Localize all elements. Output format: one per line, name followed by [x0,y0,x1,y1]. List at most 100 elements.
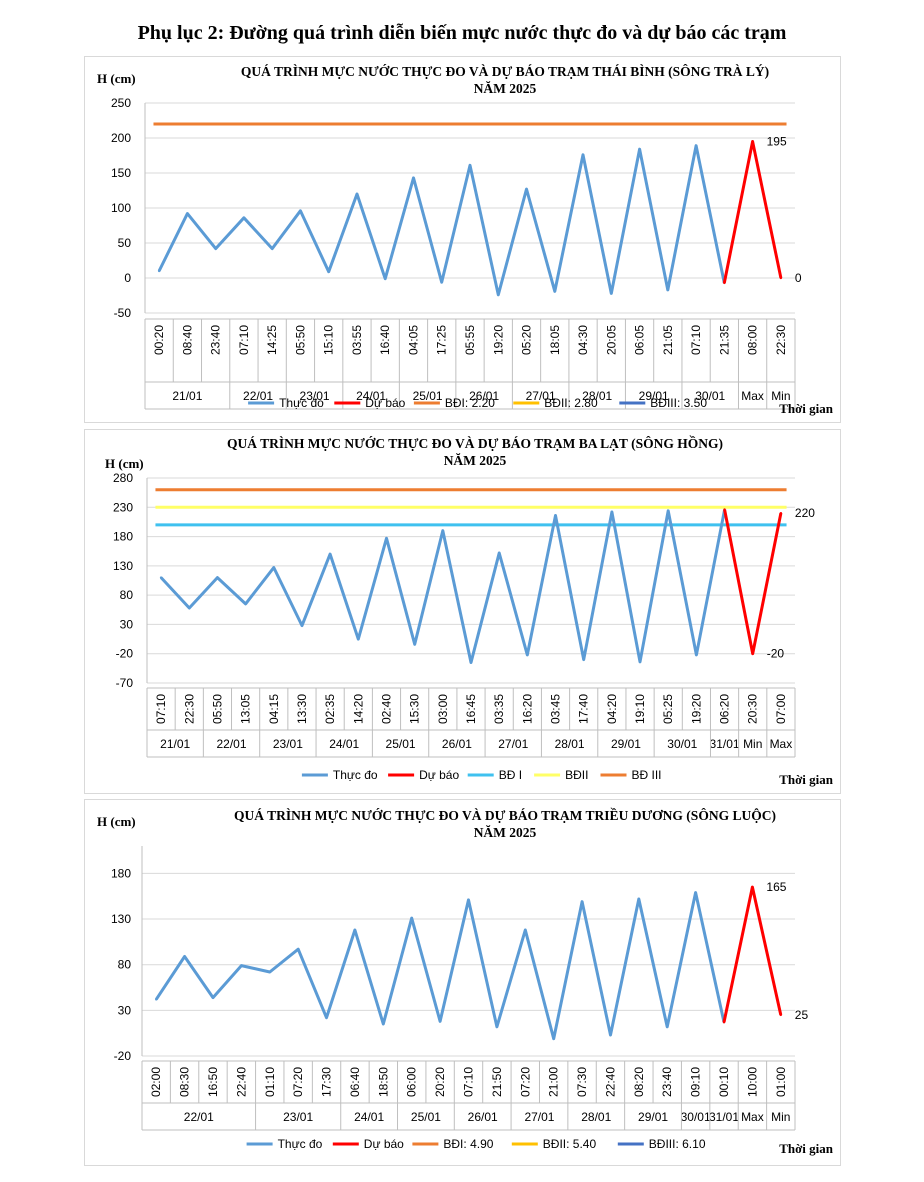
x-time-label: 07:20 [518,1067,532,1097]
legend-label: BĐII: 2.80 [544,396,598,410]
data-label: 165 [766,880,786,894]
x-time-label: 05:50 [210,694,224,724]
chart-trieu-duong: QUÁ TRÌNH MỰC NƯỚC THỰC ĐO VÀ DỰ BÁO TRẠ… [97,808,834,1156]
data-point [468,164,472,167]
forecast-series-line [722,885,783,1023]
x-time-label: 17:40 [577,694,591,724]
x-time-label: 06:40 [348,1067,362,1097]
x-axis-label: Thời gian [779,1141,834,1156]
x-time-label: 02:40 [379,694,393,724]
x-time-label: 04:20 [605,694,619,724]
data-point [438,1020,442,1023]
data-point [328,552,332,556]
x-date-label: 22/01 [184,1110,214,1124]
data-point [159,576,163,579]
x-date-label: 27/01 [524,1110,554,1124]
data-point [580,900,584,903]
x-time-label: 01:00 [774,1067,788,1097]
chart-panel-ba-lat: QUÁ TRÌNH MỰC NƯỚC THỰC ĐO VÀ DỰ BÁO TRẠ… [84,429,841,794]
y-tick-label: 180 [111,866,131,880]
x-time-label: 07:10 [462,1067,476,1097]
chart-subtitle: NĂM 2025 [444,453,507,468]
data-point [610,510,614,514]
y-tick-label: -20 [114,1049,132,1063]
data-point [524,928,527,932]
x-time-label: 13:30 [295,694,309,724]
y-tick-label: 150 [111,166,131,180]
chart-title: QUÁ TRÌNH MỰC NƯỚC THỰC ĐO VÀ DỰ BÁO TRẠ… [227,436,723,451]
x-date-label: Max [741,389,764,403]
x-time-label: 08:00 [746,325,760,355]
x-date-label: Min [771,389,790,403]
legend-label: Dự báo [364,1137,404,1151]
data-point [467,898,470,902]
data-point [270,247,274,250]
x-time-label: 05:55 [463,325,477,355]
x-time-label: 21:05 [661,325,675,355]
x-time-label: 03:45 [549,694,563,724]
x-date-label: 25/01 [413,389,443,403]
y-tick-label: 250 [111,96,131,110]
chart-title: QUÁ TRÌNH MỰC NƯỚC THỰC ĐO VÀ DỰ BÁO TRẠ… [234,808,776,823]
data-point [751,652,754,655]
x-time-label: 16:50 [206,1067,220,1097]
x-time-label: 22:40 [603,1067,617,1097]
x-time-label: 22:30 [774,325,788,355]
data-point [666,288,670,292]
y-axis-label: H (cm) [105,456,144,471]
data-point [552,1037,555,1040]
legend-label: BĐ I [499,768,522,782]
x-time-label: 04:15 [267,694,281,724]
x-axis-label: Thời gian [779,401,834,416]
data-point [751,885,754,889]
data-point [497,551,501,555]
observed-series-line [160,509,727,664]
x-time-label: 08:40 [180,325,194,355]
data-point [723,508,726,511]
x-date-label: 30/01 [667,737,697,751]
y-tick-label: 80 [120,588,134,602]
x-time-label: 07:10 [154,694,168,724]
legend-label: BĐII [565,768,588,782]
x-time-label: 13:05 [239,694,253,724]
x-date-label: 28/01 [555,737,585,751]
data-point [186,212,189,215]
legend-label: Dự báo [365,396,405,410]
data-point [638,148,641,151]
data-point [582,658,585,661]
x-date-label: 26/01 [442,737,472,751]
data-point [581,153,585,156]
x-date-label: Min [743,737,762,751]
x-time-label: 21:00 [547,1067,561,1097]
x-time-label: 07:20 [291,1067,305,1097]
data-point [353,928,357,932]
x-date-label: 31/01 [709,1110,739,1124]
data-point [154,998,158,1001]
chart-panel-trieu-duong: QUÁ TRÌNH MỰC NƯỚC THỰC ĐO VÀ DỰ BÁO TRẠ… [84,799,841,1166]
data-point [637,897,641,901]
y-tick-label: 80 [118,958,132,972]
data-point [413,643,416,646]
x-date-label: 29/01 [638,1110,668,1124]
data-point [554,514,557,517]
x-time-label: 18:05 [548,325,562,355]
chart-title: QUÁ TRÌNH MỰC NƯỚC THỰC ĐO VÀ DỰ BÁO TRẠ… [241,64,769,79]
legend-label: Thực đo [333,768,378,782]
data-point [751,140,754,143]
legend-label: BĐ III [632,768,662,782]
x-time-label: 16:20 [520,694,534,724]
x-time-label: 23:40 [209,325,223,355]
data-point [157,269,161,273]
x-time-label: 19:20 [689,694,703,724]
x-time-label: 21:50 [490,1067,504,1097]
chart-panel-thai-binh: QUÁ TRÌNH MỰC NƯỚC THỰC ĐO VÀ DỰ BÁO TRẠ… [84,56,841,423]
data-point [296,947,300,951]
x-date-label: 24/01 [356,389,386,403]
data-point [410,916,413,920]
page-title: Phụ lục 2: Đường quá trình diễn biến mực… [137,22,787,44]
data-point [722,1021,726,1024]
x-date-label: 29/01 [639,389,669,403]
x-axis-label: Thời gian [779,772,834,787]
x-time-label: 04:05 [406,325,420,355]
data-point [526,653,529,657]
